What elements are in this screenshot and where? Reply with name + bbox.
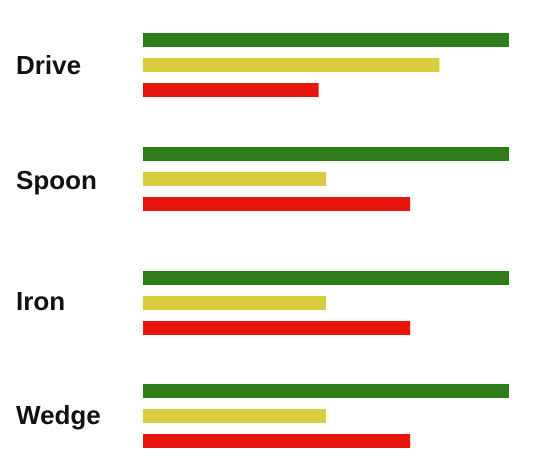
category-label-drive: Drive [16,50,81,80]
bar-iron-3 [143,321,411,335]
bar-drive-1 [143,33,509,47]
category-label-iron: Iron [16,286,65,316]
bar-wedge-2 [143,409,326,423]
bar-spoon-2 [143,172,326,186]
category-labels: Drive Spoon Iron Wedge [16,50,101,430]
category-label-wedge: Wedge [16,400,101,430]
bar-iron-1 [143,271,509,285]
bar-iron-2 [143,296,326,310]
bar-wedge-1 [143,384,509,398]
bars-layer [143,33,509,448]
bar-drive-3 [143,83,319,97]
bar-spoon-1 [143,147,509,161]
bar-wedge-3 [143,434,411,448]
category-label-spoon: Spoon [16,165,97,195]
bar-drive-2 [143,58,440,72]
bar-spoon-3 [143,197,411,211]
